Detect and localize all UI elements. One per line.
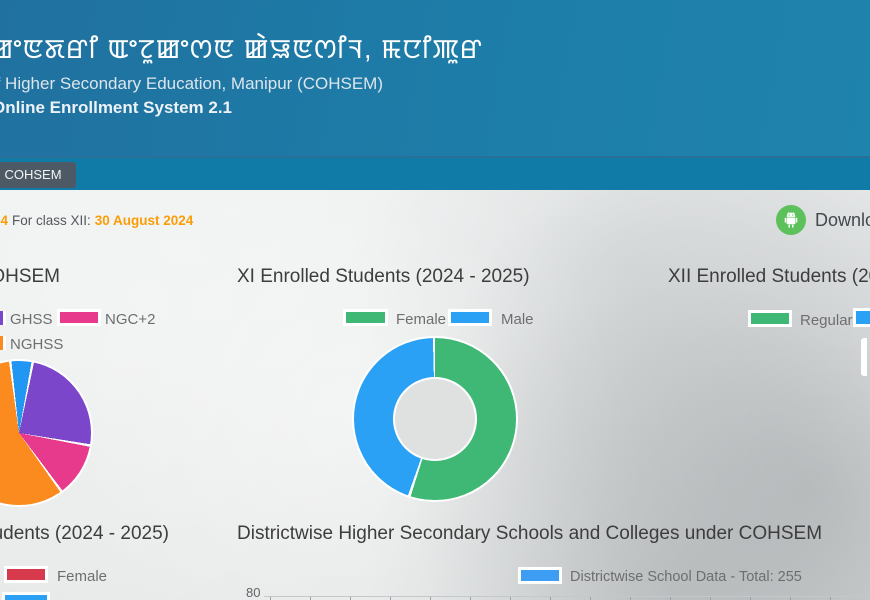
cohsem-brand-link[interactable]: COHSEM	[0, 162, 76, 188]
legend-label-ngc2: NGC+2	[105, 311, 156, 328]
schools-pie-chart[interactable]	[0, 359, 93, 507]
nghss-swatch-clipped	[0, 336, 3, 350]
legend-label-xi-male: Male	[501, 311, 534, 328]
site-title-meetei: ꯍꯥꯢꯌꯔ ꯁꯦꯀꯦꯟꯗꯔꯤ ꯑꯦꯖꯨꯀꯦꯁꯟ ꯀꯥꯎꯟꯁꯤꯜ, ꯃꯅꯤꯄꯨꯔ	[0, 34, 483, 64]
legend-label-xi-female: Female	[396, 311, 447, 328]
xi-male-swatch	[448, 309, 492, 326]
xii-donut-edge	[861, 338, 867, 376]
male-swatch-clipped	[5, 595, 47, 600]
xii-regular-swatch	[748, 310, 792, 327]
y-axis-tick-80: 80	[246, 585, 261, 600]
legend-label-female: Female	[57, 568, 108, 585]
ngc2-swatch	[57, 309, 101, 326]
bottom-left-chart-title: XII Enrolled Students (2024 - 2025)	[0, 523, 169, 544]
download-app-label: Download App	[815, 210, 870, 230]
android-icon	[776, 205, 806, 235]
xi-female-swatch	[343, 309, 388, 326]
ghss-swatch-clipped	[0, 311, 3, 325]
notice-class-xii-label: For class XII:	[12, 213, 91, 228]
clouds-background: 24 August 2024 For class XII:30 August 2…	[0, 190, 870, 600]
legend-label-districtwise: Districtwise School Data - Total: 255	[570, 569, 802, 585]
ghss-swatch-border	[3, 311, 6, 325]
notice-class-xii: For class XII: 30 August 2024	[12, 213, 193, 228]
notice-class-xi-date: 24 August 2024	[0, 213, 8, 228]
header-banner: ꯍꯥꯢꯌꯔ ꯁꯦꯀꯦꯟꯗꯔꯤ ꯑꯦꯖꯨꯀꯦꯁꯟ ꯀꯥꯎꯟꯁꯤꯜ, ꯃꯅꯤꯄꯨꯔ …	[0, 0, 870, 156]
navbar: COHSEM	[0, 156, 870, 192]
donut-hole	[393, 377, 477, 461]
bar-chart-x-ticks	[270, 597, 870, 600]
xi-chart-title: XI Enrolled Students (2024 - 2025)	[237, 266, 530, 287]
notice-class-xii-date: 30 August 2024	[94, 213, 194, 228]
xii-chart-title: XII Enrolled Students (2024 - 2025)	[668, 266, 870, 287]
xii-second-swatch-clipped	[856, 311, 870, 324]
pie-chart-title: Schools and Colleges under COHSEM	[0, 266, 60, 287]
legend-label-nghss: NGHSS	[10, 336, 64, 353]
districtwise-chart-title: Districtwise Higher Secondary Schools an…	[237, 523, 823, 544]
bar-chart-gridline	[264, 596, 870, 597]
legend-label-ghss: GHSS	[10, 311, 53, 328]
districtwise-swatch	[518, 567, 562, 584]
nghss-swatch-border	[3, 336, 6, 350]
site-subtitle: Council of Higher Secondary Education, M…	[0, 74, 383, 93]
legend-label-xii-regular: Regular	[800, 312, 853, 329]
xi-enrolled-donut-chart[interactable]	[352, 336, 518, 502]
female-swatch	[4, 566, 48, 583]
system-version: Online Enrollment System 2.1	[0, 98, 232, 117]
